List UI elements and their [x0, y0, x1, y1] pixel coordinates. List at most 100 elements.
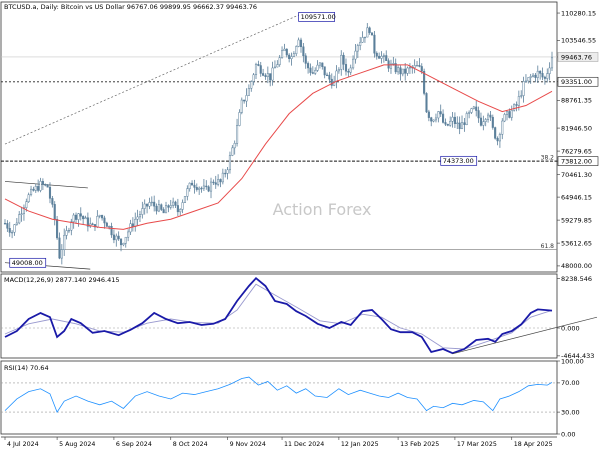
candle-body — [119, 238, 123, 246]
candle-body — [397, 67, 400, 73]
candle-body — [408, 66, 411, 69]
candle-body — [501, 120, 504, 135]
candle-body — [276, 64, 279, 68]
candle-body — [105, 222, 108, 227]
candle-body — [361, 37, 364, 43]
time-tick-label: 4 Jul 2024 — [7, 441, 39, 448]
candle-body — [423, 71, 426, 94]
channel-line-top — [4, 181, 88, 189]
candle-body — [295, 46, 298, 54]
candle-body — [370, 32, 374, 36]
candle-body — [167, 205, 170, 208]
candle-body — [418, 65, 421, 67]
candle-body — [503, 114, 506, 122]
candle-body — [344, 64, 348, 72]
candle-body — [444, 122, 447, 125]
price-tick-label: 110280.15 — [561, 9, 596, 17]
macd-trendline — [452, 316, 598, 355]
candle-body — [96, 216, 99, 228]
price-tick-label: 70461.30 — [561, 171, 592, 179]
price-callout-box — [298, 12, 335, 22]
time-tick-label: 6 Sep 2024 — [116, 441, 152, 448]
candle-body — [359, 41, 362, 46]
candle-body — [468, 112, 471, 114]
candle-body — [70, 221, 73, 231]
panel-frame — [0, 360, 558, 435]
candle-body — [205, 185, 208, 188]
macd-tick-label: 8238.546 — [561, 275, 592, 283]
candle-body — [157, 204, 160, 212]
candle-body — [368, 27, 371, 33]
candle-body — [27, 194, 30, 202]
candle-body — [82, 215, 85, 220]
candle-body — [56, 219, 59, 239]
candle-body — [20, 213, 23, 215]
candle-body — [240, 99, 243, 113]
rsi-tick-label: 70.00 — [561, 379, 580, 387]
candle-body — [238, 112, 241, 126]
candle-body — [209, 181, 213, 192]
candle-body — [449, 120, 452, 126]
candle-body — [382, 55, 385, 57]
fib-label: 61.8 — [541, 243, 555, 250]
candle-body — [141, 208, 144, 215]
candle-body — [247, 88, 250, 96]
candle-body — [404, 68, 407, 74]
moving-average-line — [4, 64, 553, 230]
candle-body — [271, 67, 274, 81]
candle-body — [77, 213, 80, 220]
candle-body — [266, 73, 269, 77]
chart-title: BTCUSD.a, Daily: Bitcoin vs US Dollar 96… — [4, 3, 257, 11]
candle-body — [406, 67, 409, 74]
candle-body — [356, 45, 359, 52]
candle-body — [550, 57, 554, 69]
candle-body — [98, 214, 101, 217]
candle-body — [179, 209, 182, 213]
candle-body — [214, 182, 217, 185]
candle-body — [432, 119, 435, 122]
candle-body — [150, 201, 153, 204]
candle-body — [297, 39, 300, 47]
candle-body — [378, 55, 381, 59]
candle-body — [13, 224, 16, 233]
candle-body — [231, 147, 234, 156]
candle-body — [463, 122, 466, 125]
candle-body — [228, 155, 232, 171]
candle-body — [37, 186, 40, 191]
candle-body — [29, 188, 33, 195]
candle-body — [269, 73, 272, 81]
candle-body — [181, 202, 184, 210]
candle-body — [34, 186, 37, 191]
time-tick-label: 9 Nov 2024 — [230, 441, 266, 448]
candle-body — [548, 67, 551, 74]
candle-body — [515, 104, 518, 106]
candle-body — [257, 64, 260, 66]
candle-body — [39, 181, 42, 191]
candle-body — [198, 187, 201, 190]
rsi-title: RSI(14) 70.64 — [4, 364, 49, 372]
candle-body — [131, 223, 134, 227]
candle-body — [224, 172, 227, 175]
candle-body — [325, 74, 329, 77]
price-tick-label: 48000.00 — [561, 262, 592, 270]
candle-body — [546, 73, 549, 79]
price-callout-box — [440, 155, 478, 166]
candle-body — [439, 111, 442, 115]
price-callout-box — [9, 257, 47, 268]
candle-body — [153, 201, 156, 207]
candle-body — [183, 196, 187, 203]
candle-body — [309, 67, 312, 73]
candle-body — [8, 228, 11, 233]
candle-body — [67, 229, 70, 232]
candle-body — [413, 65, 416, 69]
candle-body — [264, 75, 267, 77]
candle-body — [285, 48, 288, 56]
candle-body — [155, 205, 158, 212]
candle-body — [453, 116, 456, 124]
candle-body — [46, 184, 49, 188]
candle-body — [112, 234, 115, 241]
level-price-label: 73812.00 — [561, 157, 592, 165]
candle-body — [283, 48, 286, 52]
level-price-box — [557, 52, 599, 62]
